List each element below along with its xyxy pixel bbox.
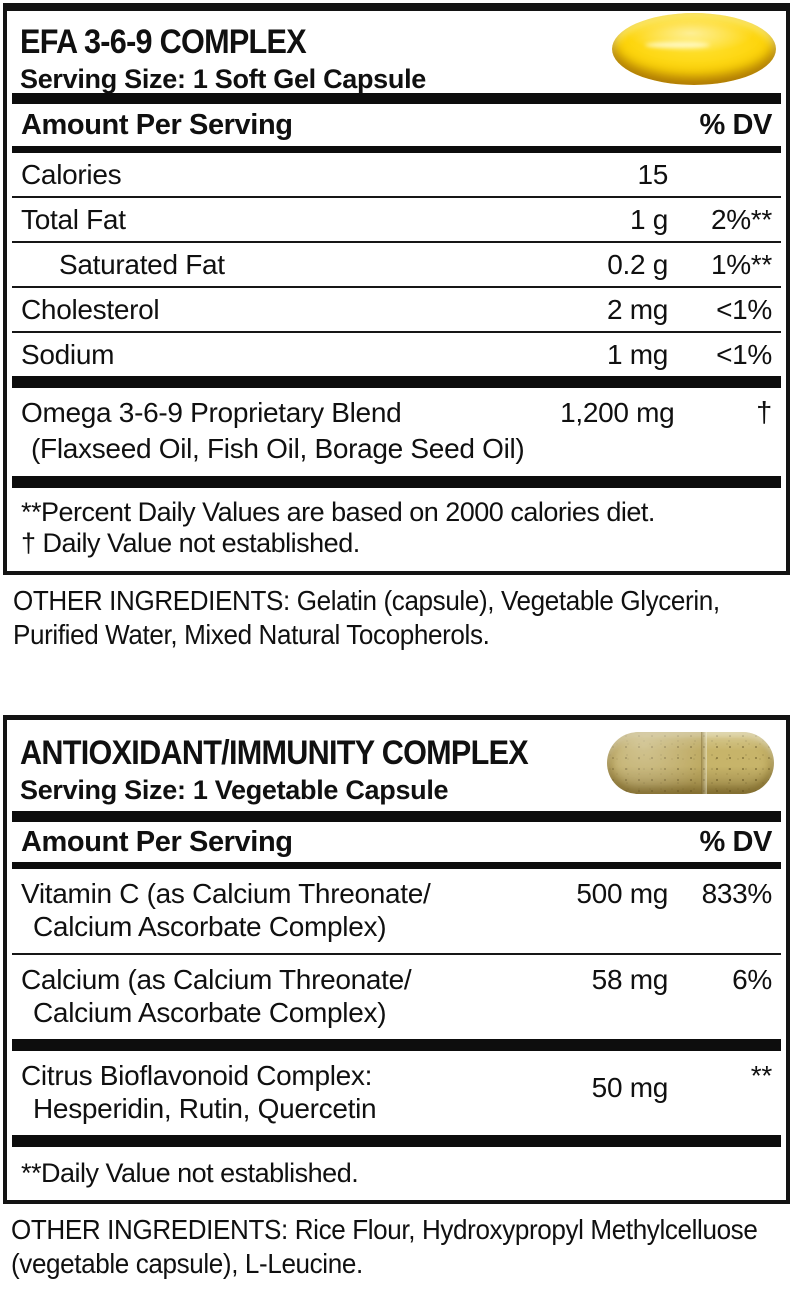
other-ingredients-line: OTHER INGREDIENTS: Rice Flour, Hydroxypr… bbox=[11, 1214, 758, 1245]
footnotes: **Percent Daily Values are based on 2000… bbox=[12, 488, 781, 559]
nutrient-amount: 500 mg bbox=[576, 878, 668, 909]
nutrient-label-line2: Hesperidin, Rutin, Quercetin bbox=[33, 1093, 377, 1124]
medium-rule bbox=[12, 862, 781, 869]
other-ingredients-efa: OTHER INGREDIENTS: Gelatin (capsule), Ve… bbox=[13, 584, 773, 652]
vegetable-capsule-image bbox=[607, 732, 774, 794]
nutrient-dv: 833% bbox=[701, 878, 773, 909]
blend-label: Omega 3-6-9 Proprietary Blend (Flaxseed … bbox=[21, 395, 525, 467]
nutrient-label: Vitamin C (as Calcium Threonate/ Calcium… bbox=[21, 877, 508, 943]
nutrient-dv: <1% bbox=[716, 293, 772, 325]
panel-body: Amount Per Serving % DV Calories 15 Tota… bbox=[7, 93, 786, 559]
footnote-dv-not-established: **Daily Value not established. bbox=[21, 1158, 359, 1188]
thick-rule bbox=[12, 93, 781, 104]
column-header-row: Amount Per Serving % DV bbox=[12, 822, 781, 862]
table-row: Calories 15 bbox=[12, 153, 781, 196]
nutrient-dv: 2%** bbox=[710, 203, 772, 235]
softgel-capsule-image bbox=[612, 13, 776, 85]
percent-dv-header: % DV bbox=[699, 108, 772, 141]
serving-size: Serving Size: 1 Vegetable Capsule bbox=[20, 774, 449, 805]
panel-header: EFA 3-6-9 COMPLEX Serving Size: 1 Soft G… bbox=[7, 11, 786, 94]
table-row: Saturated Fat 0.2 g 1%** bbox=[12, 241, 781, 286]
thick-rule bbox=[12, 1039, 781, 1051]
supplement-facts-panel-efa: EFA 3-6-9 COMPLEX Serving Size: 1 Soft G… bbox=[3, 3, 790, 575]
nutrient-dv: 6% bbox=[732, 964, 772, 995]
nutrient-label: Calcium (as Calcium Threonate/ Calcium A… bbox=[21, 963, 508, 1029]
table-row: Vitamin C (as Calcium Threonate/ Calcium… bbox=[12, 869, 781, 953]
nutrient-label: Sodium bbox=[21, 338, 115, 370]
nutrient-label: Citrus Bioflavonoid Complex: Hesperidin,… bbox=[21, 1059, 508, 1125]
nutrient-label-line1: Calcium (as Calcium Threonate/ bbox=[21, 964, 412, 995]
nutrient-amount: 58 mg bbox=[591, 964, 669, 995]
table-row: Total Fat 1 g 2%** bbox=[12, 196, 781, 241]
nutrient-amount: 15 bbox=[637, 158, 668, 190]
blend-components: (Flaxseed Oil, Fish Oil, Borage Seed Oil… bbox=[31, 433, 525, 464]
thick-rule bbox=[12, 476, 781, 488]
blend-name: Omega 3-6-9 Proprietary Blend bbox=[21, 397, 402, 428]
panel-header: ANTIOXIDANT/IMMUNITY COMPLEX Serving Siz… bbox=[7, 720, 786, 811]
nutrient-label-line1: Citrus Bioflavonoid Complex: bbox=[21, 1060, 373, 1091]
nutrient-amount: 1 g bbox=[629, 203, 668, 235]
nutrient-label: Cholesterol bbox=[21, 293, 160, 325]
thick-rule bbox=[12, 811, 781, 822]
percent-dv-header: % DV bbox=[699, 825, 772, 858]
amount-per-serving-header: Amount Per Serving bbox=[21, 825, 293, 858]
nutrient-label: Calories bbox=[21, 158, 122, 190]
nutrient-dv: 1%** bbox=[710, 248, 772, 280]
nutrient-amount: 50 mg bbox=[591, 1072, 669, 1103]
nutrient-amount: 0.2 g bbox=[607, 248, 668, 280]
footnote-percent-dv: **Percent Daily Values are based on 2000… bbox=[21, 497, 655, 527]
column-header-row: Amount Per Serving % DV bbox=[12, 104, 781, 146]
nutrient-label-line2: Calcium Ascorbate Complex) bbox=[33, 997, 387, 1028]
table-row: Cholesterol 2 mg <1% bbox=[12, 286, 781, 331]
dagger-symbol: † bbox=[756, 397, 772, 429]
nutrient-amount: 1 mg bbox=[606, 338, 668, 370]
nutrient-amount: 2 mg bbox=[606, 293, 668, 325]
supplement-facts-panel-antioxidant: ANTIOXIDANT/IMMUNITY COMPLEX Serving Siz… bbox=[3, 715, 790, 1204]
table-row: Citrus Bioflavonoid Complex: Hesperidin,… bbox=[12, 1051, 781, 1135]
blend-amount: 1,200 mg bbox=[560, 397, 675, 428]
nutrient-label-line2: Calcium Ascorbate Complex) bbox=[33, 911, 387, 942]
amount-per-serving-header: Amount Per Serving bbox=[21, 108, 293, 141]
panel-title: EFA 3-6-9 COMPLEX bbox=[20, 23, 307, 61]
table-row: Sodium 1 mg <1% bbox=[12, 331, 781, 376]
other-ingredients-line: (vegetable capsule), L-Leucine. bbox=[11, 1248, 363, 1279]
nutrient-dv: ** bbox=[750, 1060, 773, 1091]
nutrient-dv: <1% bbox=[716, 338, 772, 370]
panel-body: Amount Per Serving % DV Vitamin C (as Ca… bbox=[7, 811, 786, 1189]
thick-rule bbox=[12, 1135, 781, 1147]
nutrient-label: Total Fat bbox=[21, 203, 126, 235]
footnote-dagger: † Daily Value not established. bbox=[21, 528, 360, 558]
panel-title: ANTIOXIDANT/IMMUNITY COMPLEX bbox=[20, 734, 529, 772]
medium-rule bbox=[12, 146, 781, 153]
nutrient-label: Saturated Fat bbox=[59, 248, 225, 280]
other-ingredients-antioxidant: OTHER INGREDIENTS: Rice Flour, Hydroxypr… bbox=[11, 1213, 793, 1281]
other-ingredients-line: Purified Water, Mixed Natural Tocopherol… bbox=[13, 619, 490, 650]
proprietary-blend-row: Omega 3-6-9 Proprietary Blend (Flaxseed … bbox=[12, 388, 781, 476]
nutrient-label-line1: Vitamin C (as Calcium Threonate/ bbox=[21, 878, 431, 909]
thick-rule bbox=[12, 376, 781, 388]
other-ingredients-line: OTHER INGREDIENTS: Gelatin (capsule), Ve… bbox=[13, 585, 720, 616]
table-row: Calcium (as Calcium Threonate/ Calcium A… bbox=[12, 953, 781, 1039]
serving-size: Serving Size: 1 Soft Gel Capsule bbox=[20, 63, 427, 94]
